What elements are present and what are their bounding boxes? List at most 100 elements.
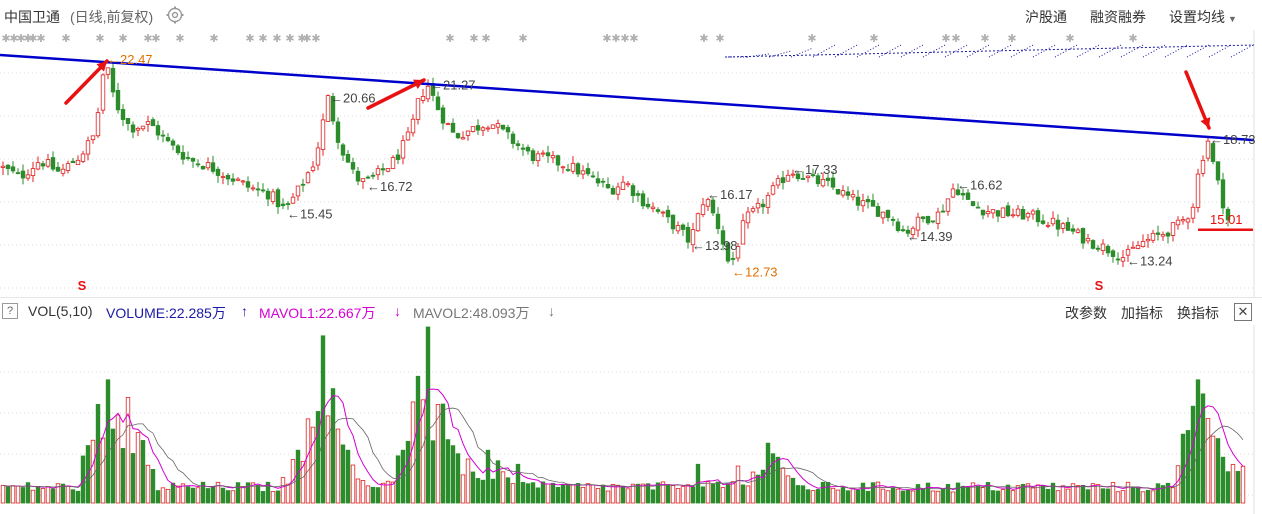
- volume-bar: [905, 489, 911, 504]
- candle-body: [1210, 143, 1216, 162]
- volume-bar: [885, 490, 891, 504]
- event-marker-icon: ✱: [258, 33, 267, 45]
- close-icon[interactable]: ✕: [1234, 303, 1252, 321]
- volume-bar: [1205, 418, 1211, 504]
- event-marker-icon: ✱: [143, 33, 152, 45]
- candle-body: [700, 204, 706, 215]
- switch-indicator-button[interactable]: 换指标: [1177, 305, 1219, 321]
- candle-body: [980, 209, 986, 216]
- annotation-arrowhead: [413, 79, 424, 90]
- candle-body: [595, 178, 601, 184]
- candle-body: [1160, 234, 1166, 237]
- event-marker-icon: ✱: [1065, 33, 1074, 45]
- candle-body: [510, 133, 516, 144]
- event-marker-icon: ✱: [518, 33, 527, 45]
- volume-bar: [870, 482, 876, 504]
- volume-bar: [555, 486, 561, 504]
- notice-dotted-line: [724, 44, 1255, 58]
- candle-body: [655, 209, 661, 212]
- candle-body: [950, 188, 956, 198]
- volume-bar: [65, 485, 71, 504]
- volume-bar: [860, 482, 866, 504]
- candle-body: [1135, 245, 1141, 249]
- candle-body: [880, 211, 886, 219]
- volume-bar: [540, 481, 546, 504]
- candle-body: [480, 127, 486, 131]
- candle-body: [280, 203, 286, 207]
- change-params-button[interactable]: 改参数: [1065, 305, 1107, 321]
- candle-body: [835, 189, 841, 195]
- candle-body: [795, 173, 801, 180]
- volume-bar: [440, 403, 446, 504]
- event-marker-icon: ✱: [95, 33, 104, 45]
- candle-body: [220, 176, 226, 179]
- candle-body: [490, 124, 496, 129]
- volume-bar: [450, 445, 456, 504]
- volume-bar: [60, 483, 66, 504]
- volume-bar: [605, 490, 611, 504]
- candle-body: [215, 168, 221, 176]
- candle-body: [660, 211, 666, 214]
- volume-bar: [500, 471, 506, 504]
- event-marker-icon: ✱: [272, 33, 281, 45]
- candle-body: [775, 178, 781, 186]
- event-marker-icon: ✱: [1128, 33, 1137, 45]
- ma-settings-button[interactable]: 设置均线 ▼: [1169, 7, 1237, 27]
- event-marker-icon: ✱: [209, 33, 218, 45]
- candle-body: [20, 170, 26, 179]
- volume-bar: [620, 486, 626, 504]
- gear-icon[interactable]: [166, 6, 184, 24]
- volume-bar: [700, 486, 706, 504]
- add-indicator-button[interactable]: 加指标: [1121, 305, 1163, 321]
- volume-bar: [1045, 488, 1051, 504]
- price-labels: ←22.47 ←20.66 ←21.27 ←16.72 ←15.45 ←16.17 ←13.…: [107, 52, 1256, 280]
- volume-bar: [920, 488, 926, 504]
- price-grid: [0, 30, 1255, 297]
- volume-bar: [770, 453, 776, 504]
- volume-bar: [10, 485, 16, 504]
- help-icon[interactable]: ?: [2, 303, 18, 319]
- volume-bar: [1150, 490, 1156, 504]
- candle-body: [500, 124, 506, 130]
- volume-bar: [480, 479, 486, 504]
- price-label: ←17.33: [792, 162, 838, 177]
- candle-body: [1215, 161, 1221, 181]
- volume-bar: [310, 426, 316, 504]
- candle-body: [620, 181, 626, 191]
- volume-bar: [575, 483, 581, 504]
- volume-bar: [615, 484, 621, 504]
- volume-bar: [100, 437, 106, 504]
- event-marker-icon: ✱: [980, 33, 989, 45]
- volume-bar: [900, 490, 906, 504]
- hk-connect-button[interactable]: 沪股通: [1025, 9, 1067, 25]
- notice-dotted-line: [768, 50, 792, 58]
- candle-body: [915, 216, 921, 231]
- volume-bar: [660, 481, 666, 504]
- volume-bar: [740, 484, 746, 504]
- volume-bar: [125, 396, 131, 504]
- event-marker-icon: ✱: [469, 33, 478, 45]
- candle-body: [1015, 208, 1021, 216]
- margin-trading-button[interactable]: 融资融券: [1090, 9, 1146, 25]
- volume-bar: [425, 326, 431, 504]
- candle-body: [960, 192, 966, 196]
- candle-body: [100, 74, 106, 111]
- candle-body: [825, 177, 831, 181]
- candle-body: [440, 107, 446, 124]
- candle-body: [965, 192, 971, 200]
- volume-bar: [230, 490, 236, 504]
- volume-bar: [775, 456, 781, 504]
- candle-body: [75, 159, 81, 166]
- volume-bar: [895, 488, 901, 504]
- candle-body: [50, 157, 56, 170]
- candle-body: [580, 170, 586, 175]
- candle-body: [300, 183, 306, 186]
- candle-body: [920, 216, 926, 220]
- volume-bar: [45, 486, 51, 504]
- candle-body: [1000, 207, 1006, 218]
- volume-bar: [815, 489, 821, 504]
- candle-body: [30, 168, 36, 176]
- candle-body: [110, 67, 116, 93]
- candle-body: [975, 206, 981, 209]
- notice-dotted-line: [900, 44, 924, 58]
